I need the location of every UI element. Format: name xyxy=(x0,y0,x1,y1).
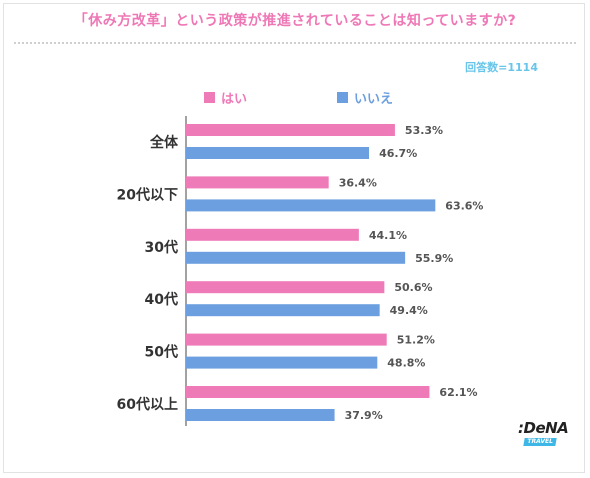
category-label: 20代以下 xyxy=(117,186,178,203)
bar-yes xyxy=(186,176,329,189)
logo-wordmark: :DeNA xyxy=(518,419,569,437)
data-label: 50.6% xyxy=(394,281,432,294)
bar-yes xyxy=(186,333,387,346)
bar-no xyxy=(186,251,406,264)
bar-yes xyxy=(186,281,385,294)
data-label: 51.2% xyxy=(397,334,435,347)
dena-travel-logo: :DeNA TRAVEL xyxy=(518,418,569,446)
title-divider xyxy=(14,42,576,44)
legend-label-no: いいえ xyxy=(354,92,394,107)
data-label: 63.6% xyxy=(445,199,483,212)
bar-no xyxy=(186,409,335,421)
category-label: 30代 xyxy=(145,239,178,256)
legend-item-no: いいえ xyxy=(337,88,393,107)
bar-no xyxy=(186,304,380,317)
legend-label-yes: はい xyxy=(221,92,248,107)
logo-subtext: TRAVEL xyxy=(523,438,557,446)
data-label: 62.1% xyxy=(439,386,477,399)
bar-no xyxy=(186,356,378,369)
category-label: 50代 xyxy=(145,344,178,361)
data-label: 46.7% xyxy=(379,147,417,160)
data-label: 48.8% xyxy=(387,357,425,370)
data-label: 49.4% xyxy=(390,304,428,317)
bar-no xyxy=(186,199,436,212)
category-label: 60代以上 xyxy=(117,396,178,413)
data-label: 44.1% xyxy=(369,229,407,242)
category-label: 全体 xyxy=(149,134,179,151)
bar-yes xyxy=(186,124,395,136)
bar-yes xyxy=(186,386,430,398)
legend-swatch-no xyxy=(337,92,348,103)
data-label: 55.9% xyxy=(415,252,453,265)
data-label: 37.9% xyxy=(345,409,383,422)
chart-title: 「休み方改革」という政策が推進されていることは知っていますか? xyxy=(73,13,517,29)
data-label: 53.3% xyxy=(405,124,443,137)
legend-item-yes: はい xyxy=(204,88,247,107)
bar-yes xyxy=(186,228,359,241)
respondent-count: 回答数=1114 xyxy=(465,61,538,74)
bar-no xyxy=(186,147,370,159)
category-label: 40代 xyxy=(145,291,178,308)
data-label: 36.4% xyxy=(339,176,377,189)
legend-swatch-yes xyxy=(204,92,215,103)
